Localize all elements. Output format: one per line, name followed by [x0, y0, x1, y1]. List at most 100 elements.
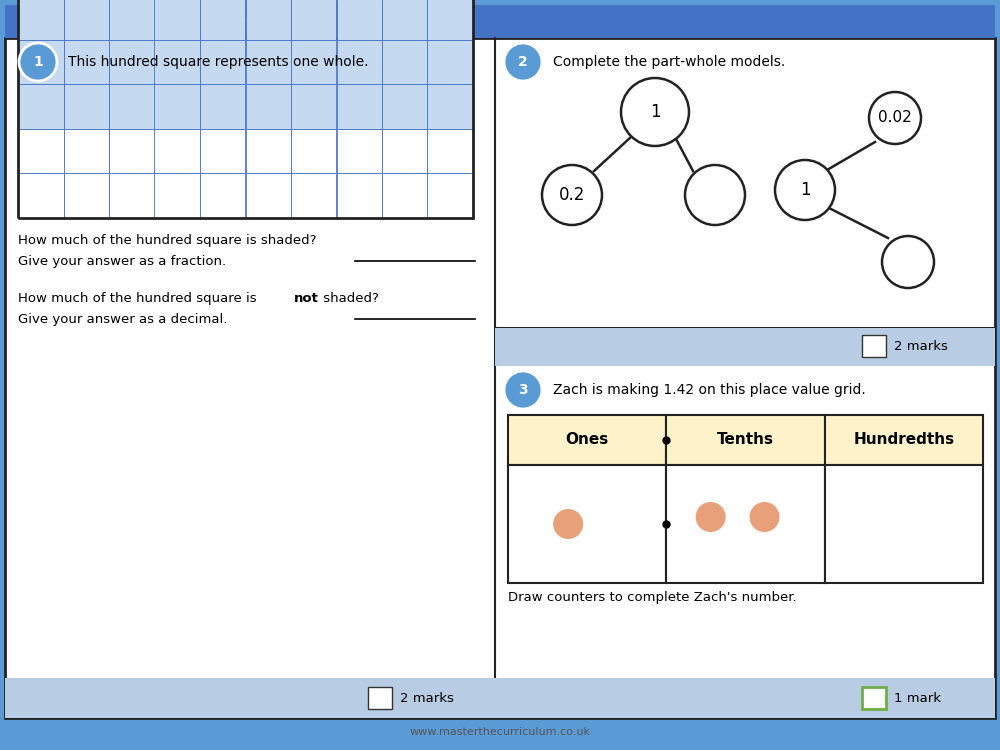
- Bar: [382, 40, 427, 84]
- Bar: [368, 687, 392, 709]
- Bar: [427, 40, 473, 84]
- Bar: [495, 678, 995, 718]
- Circle shape: [882, 236, 934, 288]
- Bar: [382, 129, 427, 173]
- Text: 1 mark: 1 mark: [894, 692, 941, 704]
- Bar: [291, 40, 336, 84]
- Bar: [291, 129, 336, 173]
- Bar: [291, 0, 336, 40]
- Bar: [154, 129, 200, 173]
- Bar: [200, 173, 245, 218]
- Bar: [336, 84, 382, 129]
- Bar: [427, 173, 473, 218]
- Bar: [825, 465, 983, 583]
- Text: How much of the hundred square is shaded?: How much of the hundred square is shaded…: [18, 233, 316, 247]
- Bar: [154, 173, 200, 218]
- Circle shape: [553, 509, 583, 539]
- Bar: [18, 40, 64, 84]
- Text: 2: 2: [518, 55, 528, 69]
- Bar: [427, 129, 473, 173]
- Bar: [109, 84, 154, 129]
- Text: shaded?: shaded?: [319, 292, 379, 304]
- Bar: [154, 84, 200, 129]
- Bar: [64, 84, 109, 129]
- Text: not: not: [294, 292, 319, 304]
- Bar: [18, 0, 473, 218]
- Circle shape: [19, 43, 57, 81]
- Bar: [336, 173, 382, 218]
- Bar: [382, 84, 427, 129]
- Bar: [382, 173, 427, 218]
- Text: Give your answer as a decimal.: Give your answer as a decimal.: [18, 313, 227, 326]
- Circle shape: [542, 165, 602, 225]
- Bar: [427, 84, 473, 129]
- Bar: [291, 173, 336, 218]
- Bar: [246, 40, 291, 84]
- Bar: [246, 173, 291, 218]
- Bar: [64, 40, 109, 84]
- Bar: [154, 0, 200, 40]
- Circle shape: [869, 92, 921, 144]
- Bar: [154, 40, 200, 84]
- Bar: [109, 0, 154, 40]
- Circle shape: [696, 502, 726, 532]
- Text: 1: 1: [33, 55, 43, 69]
- Text: This hundred square represents one whole.: This hundred square represents one whole…: [68, 55, 368, 69]
- Circle shape: [504, 371, 542, 409]
- Bar: [109, 40, 154, 84]
- Text: Complete the part-whole models.: Complete the part-whole models.: [553, 55, 785, 69]
- Text: Give your answer as a fraction.: Give your answer as a fraction.: [18, 254, 226, 268]
- Bar: [200, 84, 245, 129]
- Bar: [508, 465, 666, 583]
- Bar: [18, 84, 64, 129]
- Bar: [336, 0, 382, 40]
- Bar: [109, 129, 154, 173]
- Bar: [666, 465, 825, 583]
- Bar: [291, 84, 336, 129]
- Circle shape: [750, 502, 780, 532]
- Bar: [18, 173, 64, 218]
- Bar: [825, 415, 983, 465]
- Text: 0.2: 0.2: [559, 186, 585, 204]
- Bar: [5, 5, 995, 38]
- Text: 2 marks: 2 marks: [400, 692, 454, 704]
- Bar: [200, 0, 245, 40]
- Bar: [382, 0, 427, 40]
- Bar: [508, 415, 666, 465]
- Bar: [109, 173, 154, 218]
- Bar: [862, 335, 886, 357]
- Bar: [200, 40, 245, 84]
- Text: 3: 3: [518, 383, 528, 397]
- Text: 1: 1: [650, 103, 660, 121]
- Bar: [862, 687, 886, 709]
- Bar: [64, 0, 109, 40]
- Text: Draw counters to complete Zach's number.: Draw counters to complete Zach's number.: [508, 592, 797, 604]
- Bar: [18, 0, 64, 40]
- Bar: [427, 0, 473, 40]
- Bar: [18, 129, 64, 173]
- Bar: [246, 84, 291, 129]
- Circle shape: [685, 165, 745, 225]
- Text: Decimals Assessment - Year 4: Decimals Assessment - Year 4: [22, 14, 278, 29]
- Text: Tenths: Tenths: [717, 433, 774, 448]
- Text: 0.02: 0.02: [878, 110, 912, 125]
- Bar: [495, 328, 995, 366]
- Bar: [5, 678, 495, 718]
- Bar: [336, 40, 382, 84]
- Bar: [246, 0, 291, 40]
- Bar: [336, 129, 382, 173]
- Text: 2 marks: 2 marks: [894, 340, 948, 353]
- Text: www.masterthecurriculum.co.uk: www.masterthecurriculum.co.uk: [410, 727, 590, 737]
- Text: How much of the hundred square is: How much of the hundred square is: [18, 292, 261, 304]
- Bar: [64, 173, 109, 218]
- Circle shape: [775, 160, 835, 220]
- Bar: [200, 129, 245, 173]
- Bar: [64, 129, 109, 173]
- Text: Ones: Ones: [566, 433, 609, 448]
- Circle shape: [621, 78, 689, 146]
- Bar: [666, 415, 825, 465]
- Text: Zach is making 1.42 on this place value grid.: Zach is making 1.42 on this place value …: [553, 383, 866, 397]
- Text: 1: 1: [800, 181, 810, 199]
- Circle shape: [504, 43, 542, 81]
- Bar: [246, 129, 291, 173]
